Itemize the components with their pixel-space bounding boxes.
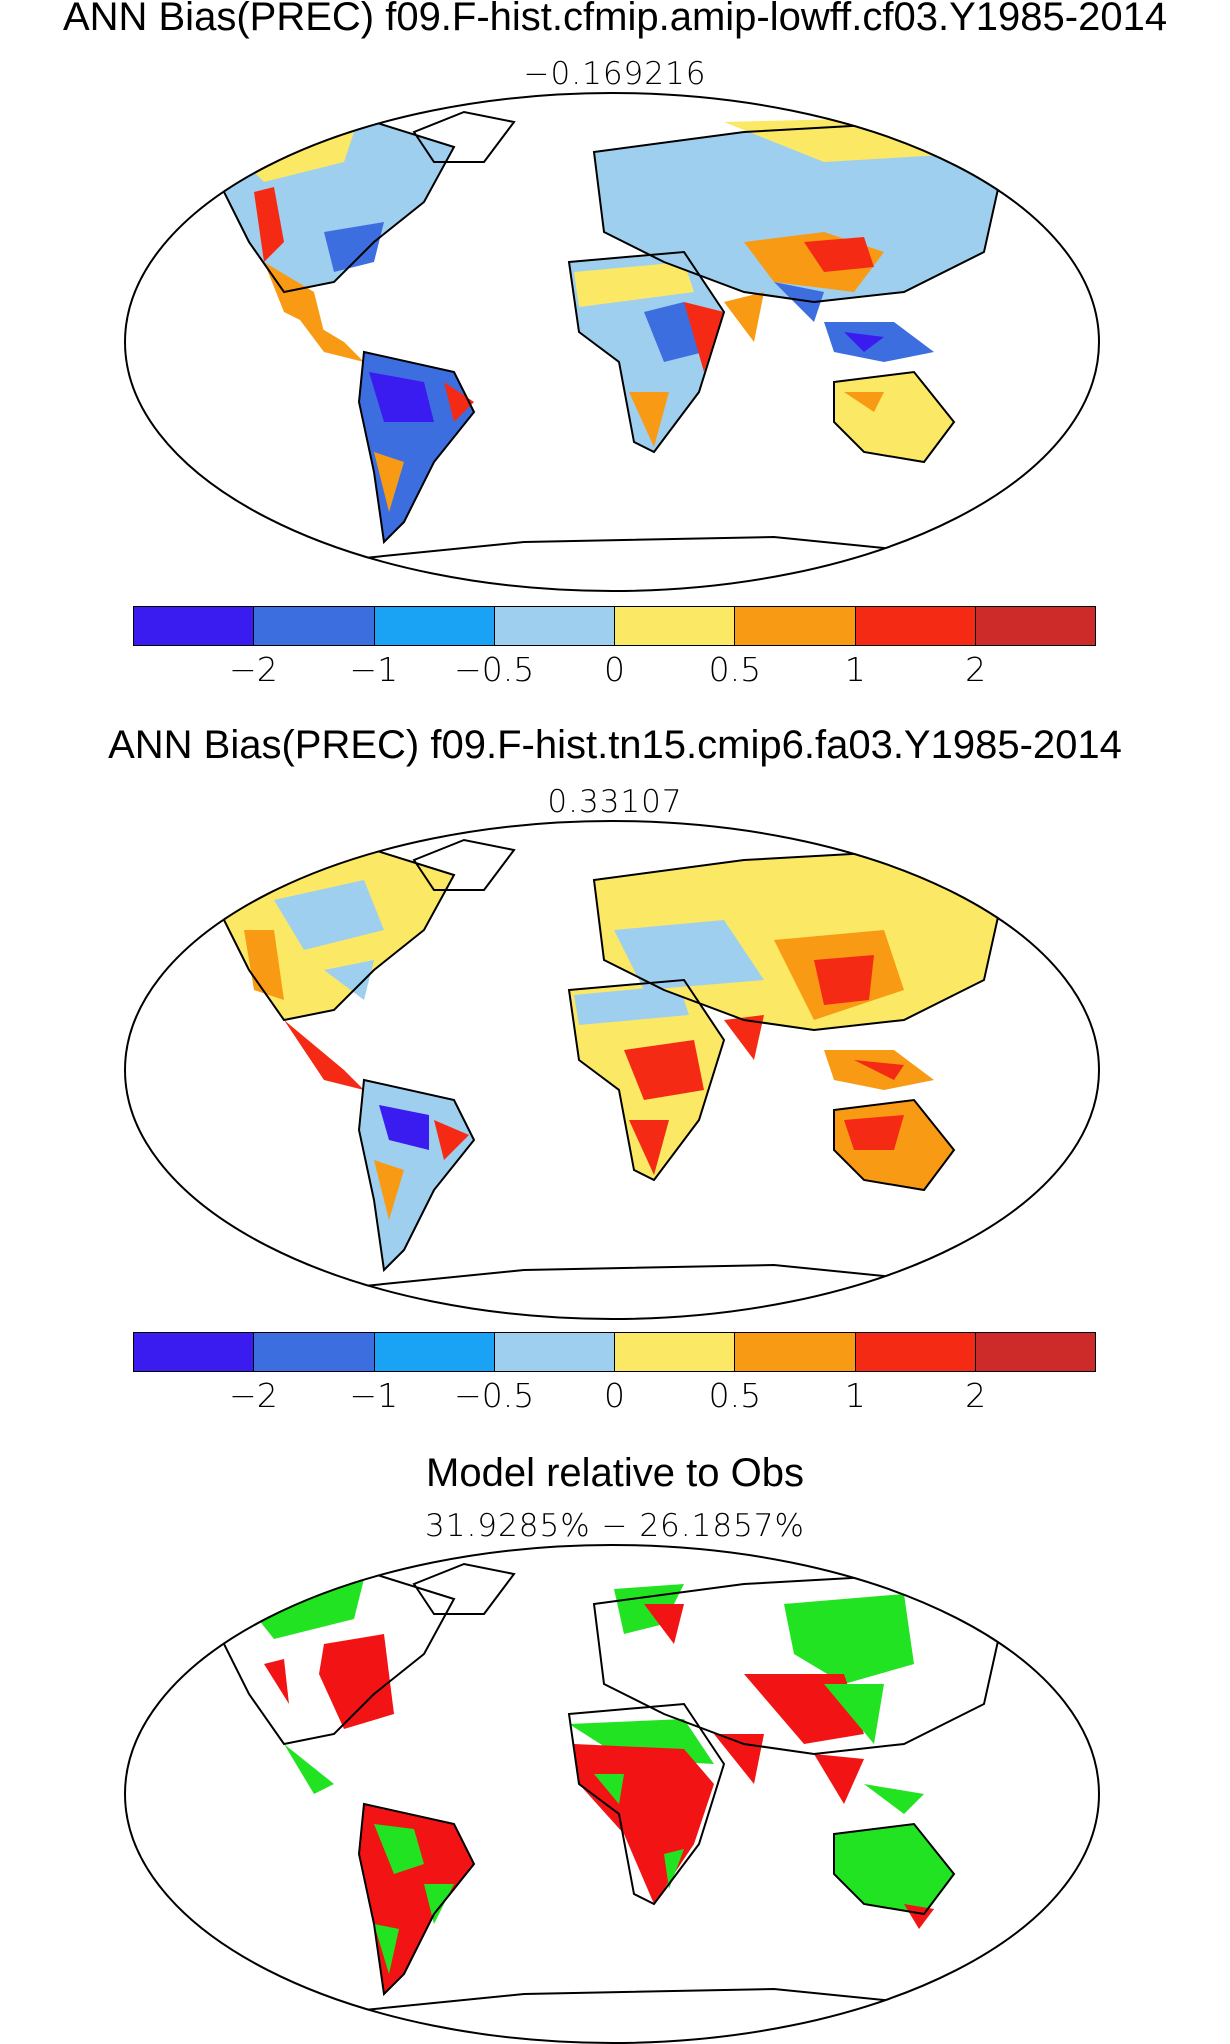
colorbar-swatch — [855, 607, 976, 645]
panel1-colorbar — [133, 606, 1096, 646]
colorbar-swatch — [855, 1333, 976, 1371]
colorbar-swatch — [735, 607, 856, 645]
colorbar-tick-label: 0 — [604, 650, 625, 689]
panel2-bias-map — [124, 820, 1100, 1320]
colorbar-swatch — [254, 607, 375, 645]
panel1-global-mean: −0.169216 — [523, 56, 707, 92]
colorbar-tick-label: −1 — [349, 1376, 399, 1415]
colorbar-tick-label: 1 — [844, 650, 866, 689]
colorbar-swatch — [975, 607, 1095, 645]
colorbar-swatch — [374, 1333, 495, 1371]
colorbar-tick-label: −2 — [229, 650, 278, 689]
colorbar-swatch — [615, 607, 736, 645]
colorbar-swatch — [735, 1333, 856, 1371]
colorbar-swatch — [615, 1333, 736, 1371]
colorbar-swatch — [134, 607, 255, 645]
colorbar-tick-label: 2 — [965, 1376, 987, 1415]
colorbar-swatch — [494, 1333, 615, 1371]
colorbar-tick-label: −0.5 — [454, 650, 535, 689]
panel1-colorbar-ticks: −2 −1 −0.5 0 0.5 1 2 — [133, 650, 1096, 690]
colorbar-tick-label: −1 — [349, 650, 399, 689]
panel1-title: ANN Bias(PREC) f09.F-hist.cfmip.amip-low… — [62, 0, 1168, 39]
panel2-colorbar-ticks: −2 −1 −0.5 0 0.5 1 2 — [133, 1376, 1096, 1416]
colorbar-tick-label: 2 — [965, 650, 987, 689]
colorbar-swatch — [374, 607, 495, 645]
panel2-colorbar — [133, 1332, 1096, 1372]
colorbar-swatch — [494, 607, 615, 645]
colorbar-swatch — [254, 1333, 375, 1371]
colorbar-tick-label: −0.5 — [454, 1376, 535, 1415]
colorbar-tick-label: 0.5 — [708, 650, 762, 689]
colorbar-tick-label: 0 — [604, 1376, 625, 1415]
panel2-title: ANN Bias(PREC) f09.F-hist.tn15.cmip6.fa0… — [108, 723, 1122, 767]
colorbar-tick-label: 1 — [844, 1376, 866, 1415]
panel1-bias-map — [124, 92, 1100, 592]
colorbar-tick-label: −2 — [229, 1376, 278, 1415]
panel3-percentages: 31.9285% − 26.1857% — [425, 1508, 805, 1544]
panel2-global-mean: 0.33107 — [547, 784, 683, 820]
colorbar-swatch — [975, 1333, 1095, 1371]
colorbar-tick-label: 0.5 — [708, 1376, 762, 1415]
panel3-comparison-map — [124, 1544, 1100, 2044]
panel3-title: Model relative to Obs — [426, 1451, 804, 1495]
colorbar-swatch — [134, 1333, 255, 1371]
